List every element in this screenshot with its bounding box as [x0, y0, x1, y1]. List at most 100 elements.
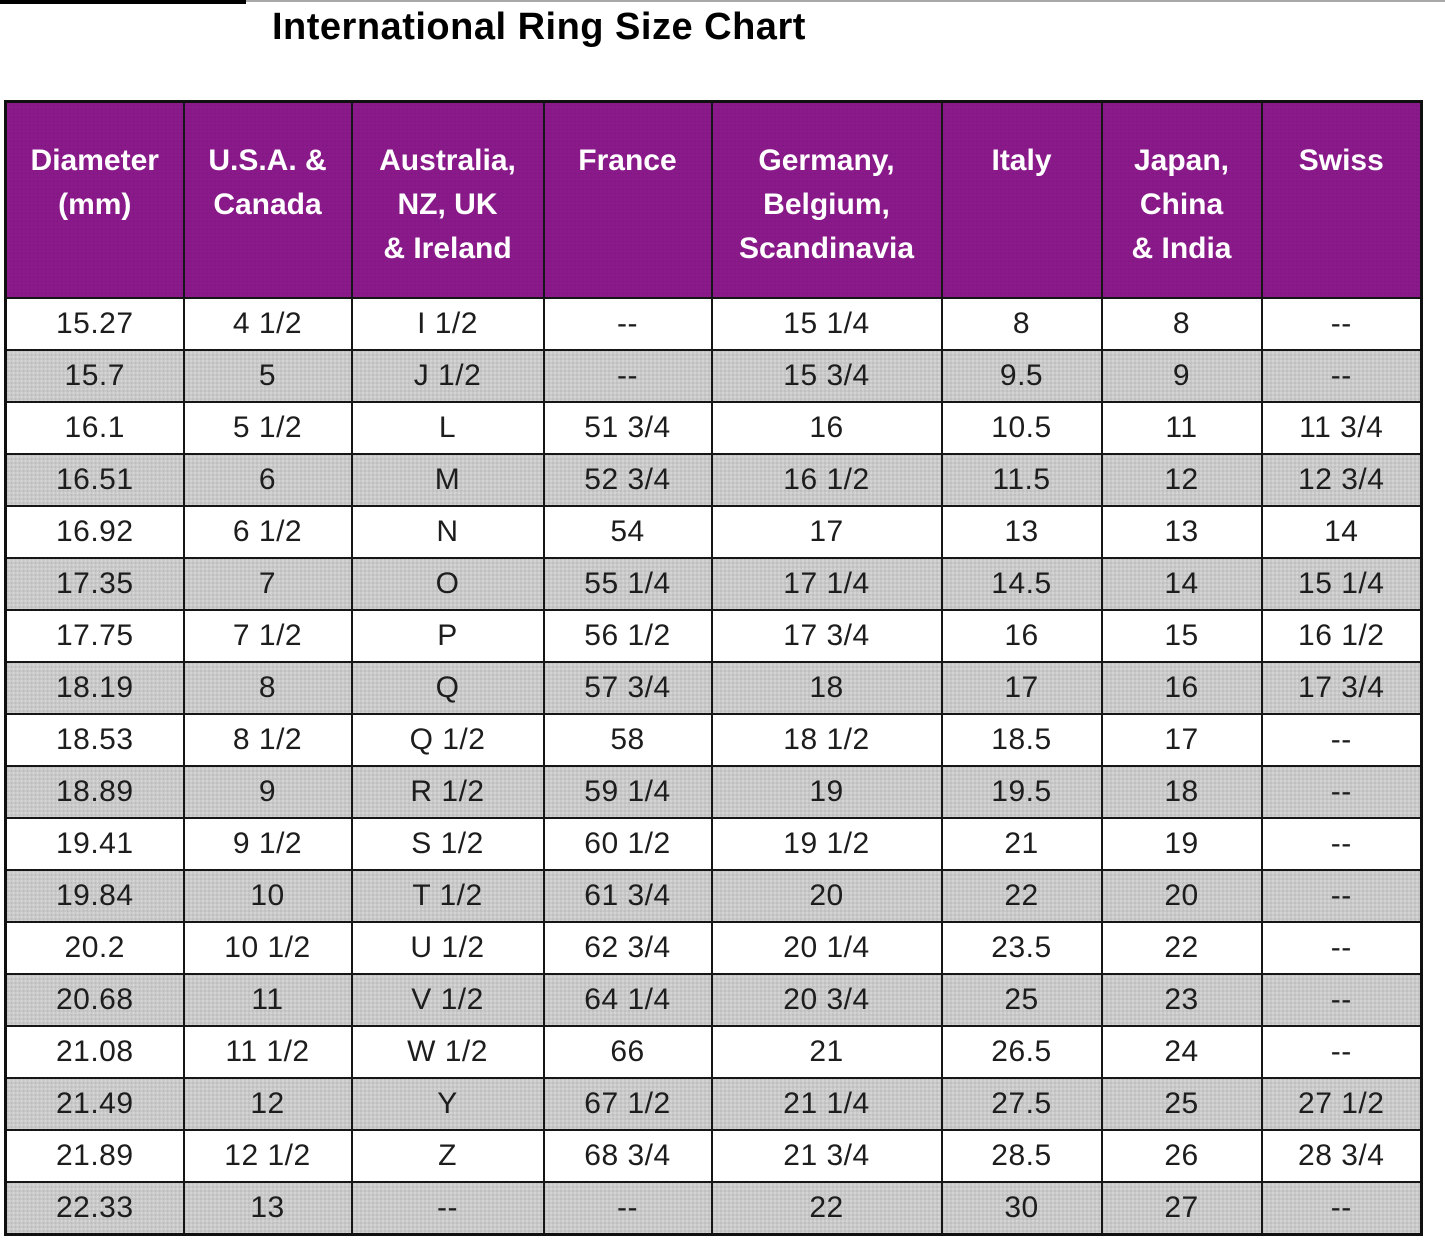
table-cell: 15.7	[4, 349, 185, 403]
column-header: Swiss	[1260, 100, 1423, 299]
table-cell: 25	[1100, 1077, 1263, 1131]
table-cell: 11	[1100, 401, 1263, 455]
table-cell: 17 3/4	[710, 609, 943, 663]
table-row: 15.27 4 1/2 I 1/2 -- 15 1/4 8 8 --	[4, 297, 1423, 351]
table-cell: 59 1/4	[542, 765, 713, 819]
table-cell: 15 1/4	[1260, 557, 1423, 611]
table-cell: J 1/2	[350, 349, 545, 403]
table-cell: 26.5	[940, 1025, 1103, 1079]
table-cell: 13	[1100, 505, 1263, 559]
table-cell: 14	[1260, 505, 1423, 559]
table-cell: 67 1/2	[542, 1077, 713, 1131]
table-cell: 19	[1100, 817, 1263, 871]
table-cell: 22.33	[4, 1181, 185, 1236]
table-cell: 11 1/2	[182, 1025, 353, 1079]
table-cell: 27	[1100, 1181, 1263, 1236]
table-cell: 21 1/4	[710, 1077, 943, 1131]
column-header: Diameter (mm)	[4, 100, 185, 299]
table-cell: 18.5	[940, 713, 1103, 767]
table-cell: --	[1260, 713, 1423, 767]
table-cell: 6	[182, 453, 353, 507]
table-cell: --	[1260, 765, 1423, 819]
table-row: 16.51 6 M 52 3/4 16 1/2 11.5 12 12 3/4	[4, 453, 1423, 507]
table-cell: 12	[182, 1077, 353, 1131]
table-cell: 24	[1100, 1025, 1263, 1079]
table-cell: 16	[710, 401, 943, 455]
table-cell: --	[1260, 921, 1423, 975]
table-cell: T 1/2	[350, 869, 545, 923]
table-cell: 27 1/2	[1260, 1077, 1423, 1131]
table-cell: 20.68	[4, 973, 185, 1027]
table-cell: U 1/2	[350, 921, 545, 975]
table-cell: 55 1/4	[542, 557, 713, 611]
table-cell: 9	[182, 765, 353, 819]
table-row: 21.08 11 1/2 W 1/2 66 21 26.5 24 --	[4, 1025, 1423, 1079]
table-cell: 19	[710, 765, 943, 819]
table-cell: 21 3/4	[710, 1129, 943, 1183]
table-cell: 25	[940, 973, 1103, 1027]
table-cell: 17 1/4	[710, 557, 943, 611]
table-cell: 22	[710, 1181, 943, 1236]
table-cell: 52 3/4	[542, 453, 713, 507]
table-cell: 27.5	[940, 1077, 1103, 1131]
table-row: 18.19 8 Q 57 3/4 18 17 16 17 3/4	[4, 661, 1423, 715]
table-cell: 15	[1100, 609, 1263, 663]
table-cell: 18.19	[4, 661, 185, 715]
table-cell: 15 3/4	[710, 349, 943, 403]
table-row: 21.49 12 Y 67 1/2 21 1/4 27.5 25 27 1/2	[4, 1077, 1423, 1131]
table-cell: R 1/2	[350, 765, 545, 819]
ring-size-table: Diameter (mm) U.S.A. & Canada Australia, N…	[4, 100, 1423, 1236]
table-cell: I 1/2	[350, 297, 545, 351]
table-row: 20.68 11 V 1/2 64 1/4 20 3/4 25 23 --	[4, 973, 1423, 1027]
table-cell: --	[1260, 817, 1423, 871]
table-cell: 12	[1100, 453, 1263, 507]
table-cell: --	[542, 349, 713, 403]
table-cell: 16.51	[4, 453, 185, 507]
column-header: Australia, NZ, UK & Ireland	[350, 100, 545, 299]
table-row: 15.7 5 J 1/2 -- 15 3/4 9.5 9 --	[4, 349, 1423, 403]
table-cell: --	[542, 297, 713, 351]
table-cell: P	[350, 609, 545, 663]
table-cell: 62 3/4	[542, 921, 713, 975]
table-row: 17.75 7 1/2 P 56 1/2 17 3/4 16 15 16 1/2	[4, 609, 1423, 663]
table-cell: 17.75	[4, 609, 185, 663]
table-cell: 7 1/2	[182, 609, 353, 663]
table-cell: --	[1260, 869, 1423, 923]
table-cell: 30	[940, 1181, 1103, 1236]
table-cell: 21	[710, 1025, 943, 1079]
table-cell: 17 3/4	[1260, 661, 1423, 715]
table-cell: 8	[1100, 297, 1263, 351]
table-cell: 19.41	[4, 817, 185, 871]
table-row: 18.89 9 R 1/2 59 1/4 19 19.5 18 --	[4, 765, 1423, 819]
table-cell: 21.49	[4, 1077, 185, 1131]
table-cell: 20.2	[4, 921, 185, 975]
table-body: 15.27 4 1/2 I 1/2 -- 15 1/4 8 8 -- 15.7 5 J 1/2 -- 1…	[4, 297, 1423, 1236]
table-cell: 4 1/2	[182, 297, 353, 351]
table-cell: 57 3/4	[542, 661, 713, 715]
table-cell: 11	[182, 973, 353, 1027]
top-border-artifact	[0, 0, 246, 4]
table-cell: 21.08	[4, 1025, 185, 1079]
table-cell: S 1/2	[350, 817, 545, 871]
table-cell: 11.5	[940, 453, 1103, 507]
table-cell: 28 3/4	[1260, 1129, 1423, 1183]
table-row: 20.2 10 1/2 U 1/2 62 3/4 20 1/4 23.5 22 --	[4, 921, 1423, 975]
table-cell: 17	[710, 505, 943, 559]
table-cell: 9	[1100, 349, 1263, 403]
table-row: 19.41 9 1/2 S 1/2 60 1/2 19 1/2 21 19 --	[4, 817, 1423, 871]
column-header: Japan, China & India	[1100, 100, 1263, 299]
table-cell: 17.35	[4, 557, 185, 611]
table-row: 17.35 7 O 55 1/4 17 1/4 14.5 14 15 1/4	[4, 557, 1423, 611]
table-cell: --	[1260, 973, 1423, 1027]
table-row: 21.89 12 1/2 Z 68 3/4 21 3/4 28.5 26 28 3/4	[4, 1129, 1423, 1183]
table-cell: --	[542, 1181, 713, 1236]
table-cell: --	[1260, 297, 1423, 351]
table-cell: 56 1/2	[542, 609, 713, 663]
column-header: Germany, Belgium, Scandinavia	[710, 100, 943, 299]
table-cell: 51 3/4	[542, 401, 713, 455]
table-cell: 5 1/2	[182, 401, 353, 455]
table-cell: 28.5	[940, 1129, 1103, 1183]
table-row: 19.84 10 T 1/2 61 3/4 20 22 20 --	[4, 869, 1423, 923]
table-cell: V 1/2	[350, 973, 545, 1027]
table-cell: 20	[710, 869, 943, 923]
